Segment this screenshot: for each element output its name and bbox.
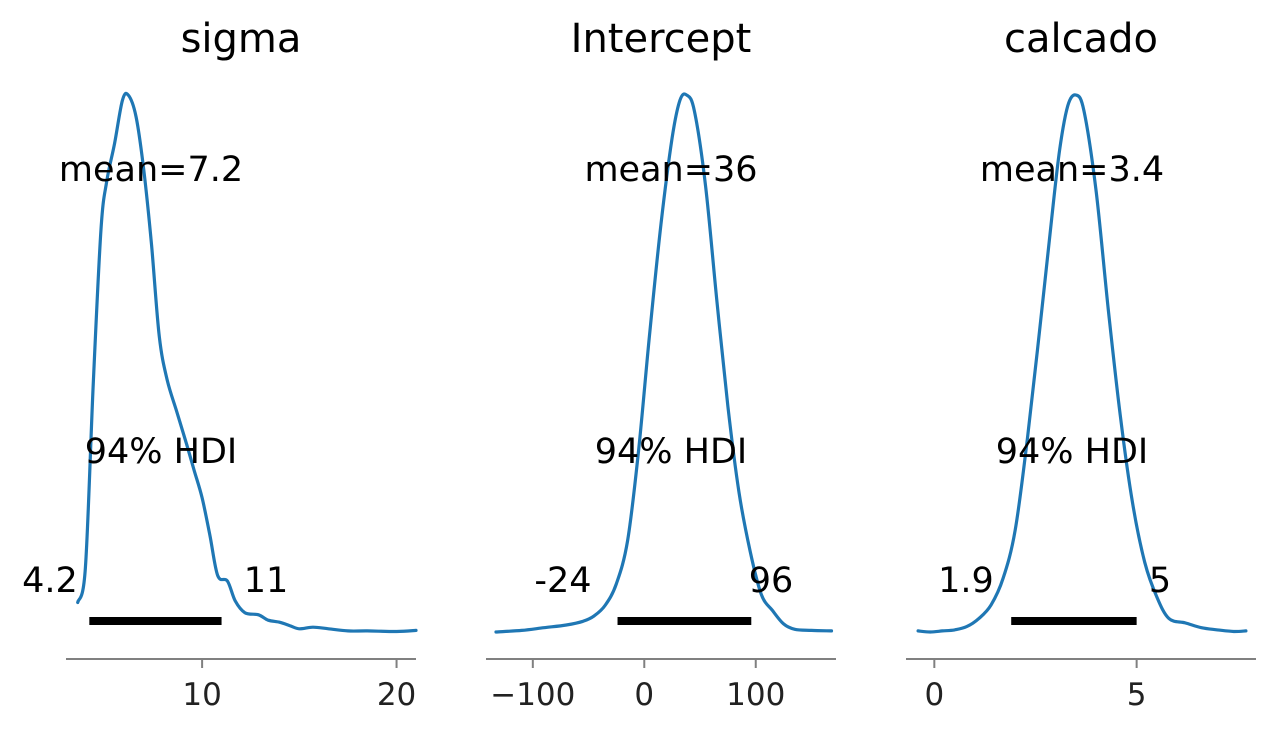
hdi-low-label: 4.2 [22,561,78,601]
panel-sigma: sigma mean=7.2 94% HDI 4.2 11 10 20 [22,16,418,713]
hdi-high-label: 5 [1149,561,1171,601]
hdi-annotation: 94% HDI [595,432,748,472]
panel-intercept: Intercept mean=36 94% HDI -24 96 −100 0 10… [486,16,836,713]
x-tick-label: 20 [377,677,416,713]
hdi-high-label: 96 [749,561,794,601]
x-tick-label: 0 [924,677,944,713]
hdi-low-label: -24 [534,561,591,601]
x-tick-label: 10 [182,677,221,713]
density-curve [916,93,1248,634]
hdi-low-label: 1.9 [938,561,994,601]
x-axis-ticks: −100 0 100 [490,659,785,713]
hdi-annotation: 94% HDI [996,432,1149,472]
x-tick-label: 100 [726,677,785,713]
mean-annotation: mean=36 [584,150,757,190]
panel-title: Intercept [571,16,752,62]
hdi-annotation: 94% HDI [85,432,238,472]
x-tick-label: 0 [634,677,654,713]
x-tick-label: 5 [1127,677,1147,713]
density-curve [76,91,418,634]
hdi-high-label: 11 [244,561,289,601]
panel-title: calcado [1004,16,1158,62]
x-tick-label: −100 [490,677,575,713]
mean-annotation: mean=3.4 [980,150,1164,190]
panel-title: sigma [181,16,302,62]
x-axis-ticks: 10 20 [182,659,416,713]
mean-annotation: mean=7.2 [59,150,243,190]
density-curve [494,92,834,634]
